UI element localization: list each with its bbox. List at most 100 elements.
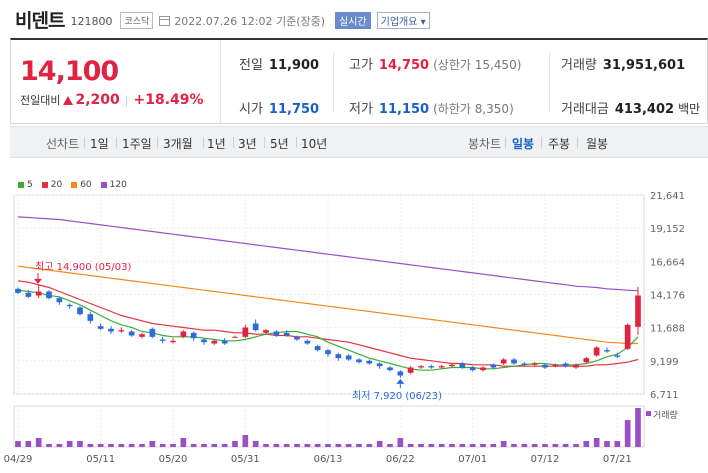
volume-bar: [314, 444, 321, 447]
y-tick-label: 11,688: [650, 324, 685, 335]
candle-body: [531, 363, 538, 365]
tab-5year[interactable]: 5년: [270, 137, 289, 151]
volume-bar: [542, 444, 548, 447]
candle-body: [46, 291, 52, 299]
volume-axis-label: 거래량: [653, 409, 678, 421]
ma-legend: 5 20 60 120: [18, 180, 127, 190]
volume-bar: [438, 444, 445, 447]
tab-monthly-candle[interactable]: 월봉: [586, 137, 609, 151]
timestamp: 2022.07.26 12:02 기준(장중): [174, 14, 326, 28]
ma60-line: [17, 265, 638, 345]
x-axis-labels: 04/29 05/11 05/20 05/31 06/13 06/22 07/01 07/12…: [4, 409, 678, 465]
calendar-icon: [159, 15, 171, 26]
chart-grid: [13, 194, 645, 448]
candle-body: [356, 359, 362, 363]
candle-body: [66, 304, 73, 307]
candle-body: [149, 328, 156, 337]
volume-bar: [469, 444, 476, 447]
candle-body: [263, 330, 269, 333]
stat-low: 저가 11,150 (하한가 8,350): [349, 98, 514, 117]
tab-3year[interactable]: 3년: [238, 137, 257, 151]
legend-ma5: 5: [18, 180, 33, 190]
candle-body: [97, 326, 104, 329]
volume-swatch: [646, 411, 651, 416]
x-tick-label: 07/12: [531, 454, 560, 465]
y-tick-label: 16,664: [650, 257, 685, 268]
realtime-button[interactable]: 실시간: [335, 12, 371, 29]
volume-value: 31,951,601: [602, 58, 686, 73]
company-info-button[interactable]: 기업개요 ▾: [376, 12, 430, 29]
current-price: 14,100: [20, 56, 119, 87]
legend-swatch: [100, 182, 107, 188]
period-tabs: 선차트 1일 1주일 3개월 1년 3년 5년 10년 봉차트 일봉 주봉 월봉: [10, 126, 708, 158]
volume-bar: [242, 435, 249, 447]
volume-bar: [345, 444, 352, 447]
candle-body: [480, 367, 486, 371]
legend-label: 60: [80, 180, 92, 190]
tab-daily-candle[interactable]: 일봉: [512, 137, 535, 151]
candle-body: [35, 291, 42, 296]
candle-chart-label: 봉차트: [468, 137, 502, 151]
candle-body: [335, 354, 342, 359]
candle-body: [521, 363, 528, 365]
volume-bar: [490, 444, 497, 447]
candle-body: [314, 346, 321, 351]
x-tick-label: 05/20: [159, 454, 188, 465]
candle-body: [490, 364, 497, 368]
candle-body: [387, 367, 393, 371]
candle-body: [252, 323, 259, 331]
volume-bar: [118, 444, 125, 447]
y-tick-label: 6,711: [650, 390, 679, 401]
volume-bar: [252, 441, 259, 447]
high-annotation: 최고 14,900 (05/03): [35, 261, 131, 273]
legend-label: 20: [50, 180, 63, 190]
volume-bar: [15, 441, 21, 447]
candles: [15, 284, 641, 378]
volume-bars: [15, 408, 641, 447]
change-value: 2,200: [75, 92, 120, 108]
volume-bar: [418, 444, 424, 447]
tab-1year[interactable]: 1년: [207, 137, 226, 151]
legend-swatch: [18, 182, 24, 188]
y-axis-labels: 21,641 19,152 16,664 14,176 11,688 9,199 6,711: [650, 191, 685, 401]
volume-bar: [201, 444, 207, 447]
divider: [577, 137, 578, 148]
volume-frame: [13, 405, 645, 448]
open-value: 11,750: [268, 102, 320, 117]
divider: [549, 52, 550, 112]
legend-swatch: [41, 182, 48, 188]
amount-label: 거래대금: [561, 102, 609, 117]
candle-body: [201, 339, 207, 343]
candle-body: [273, 331, 280, 336]
stat-amount: 거래대금 413,402 백만: [561, 98, 700, 117]
y-tick-label: 14,176: [650, 291, 685, 302]
volume-bar: [35, 438, 42, 447]
tab-1week[interactable]: 1주일: [122, 137, 152, 151]
candle-body: [25, 292, 32, 297]
candle-body: [242, 327, 249, 337]
open-label: 시가: [239, 102, 263, 117]
tab-10year[interactable]: 10년: [301, 137, 328, 151]
volume-bar: [325, 444, 331, 447]
low-value: 11,150: [378, 102, 430, 117]
volume-bar: [583, 441, 590, 447]
candle-body: [211, 340, 218, 344]
x-tick-label: 07/01: [458, 454, 487, 465]
tab-3month[interactable]: 3개월: [163, 137, 193, 151]
volume-bar: [511, 444, 517, 447]
x-tick-label: 06/13: [314, 454, 343, 465]
candle-body: [604, 350, 610, 352]
candle-body: [376, 363, 383, 367]
tab-weekly-candle[interactable]: 주봉: [548, 137, 571, 151]
volume-bar: [573, 444, 579, 447]
volume-bar: [149, 441, 156, 447]
volume-bar: [500, 441, 507, 447]
candle-body: [87, 314, 94, 321]
tab-1day[interactable]: 1일: [90, 137, 109, 151]
legend-label: 120: [109, 180, 127, 190]
stock-name: 비덴트: [15, 9, 65, 32]
chevron-down-icon: ▾: [420, 17, 426, 28]
volume-bar: [356, 444, 362, 447]
divider: [116, 137, 117, 148]
